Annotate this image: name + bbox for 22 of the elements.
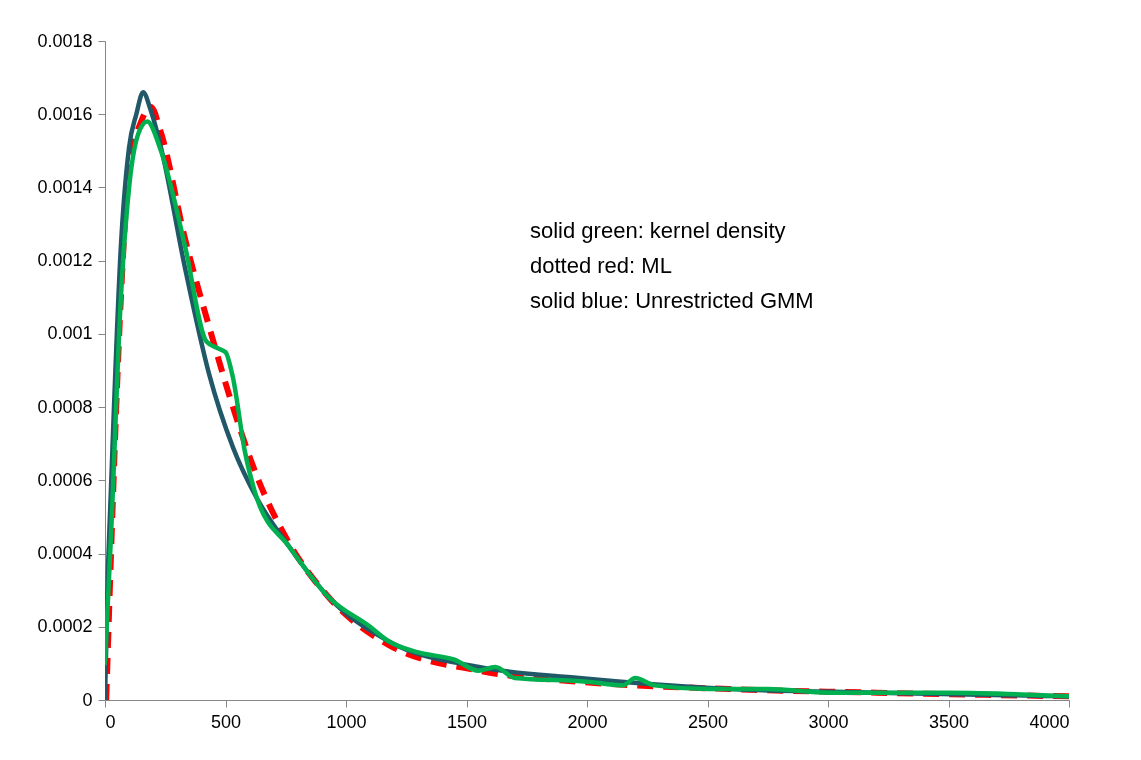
annotation: solid green: kernel density	[530, 218, 786, 243]
y-tick-label: 0.0018	[37, 30, 93, 51]
x-tick-label: 2000	[567, 711, 608, 732]
y-tick-label: 0.0016	[37, 103, 93, 124]
y-tick-label: 0.001	[47, 323, 93, 344]
y-tick-label: 0.0008	[37, 396, 93, 417]
annotation: solid blue: Unrestricted GMM	[530, 288, 814, 313]
y-tick-label: 0.0002	[37, 616, 93, 637]
x-tick-label: 1500	[446, 711, 488, 732]
x-tick-label: 3500	[928, 711, 970, 732]
x-tick-label: 4000	[1029, 711, 1070, 732]
y-tick-label: 0.0012	[37, 250, 93, 271]
x-tick-label: 2500	[687, 711, 729, 732]
x-tick-label: 1000	[326, 711, 367, 732]
y-tick-label: 0.0014	[37, 176, 93, 197]
y-tick-label: 0.0004	[37, 543, 93, 564]
y-tick-label: 0.0006	[37, 469, 93, 490]
y-tick-label: 0	[82, 689, 93, 710]
x-tick-label: 3000	[808, 711, 849, 732]
x-tick-label: 0	[105, 711, 116, 732]
x-tick-label: 500	[210, 711, 242, 732]
annotation: dotted red: ML	[530, 253, 672, 278]
